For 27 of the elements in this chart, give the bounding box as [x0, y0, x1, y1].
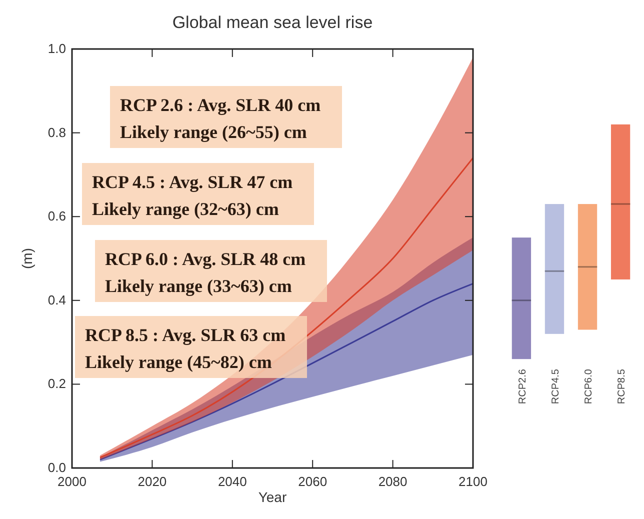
x-tick-label: 2080: [378, 474, 408, 489]
x-tick-label: 2100: [458, 474, 488, 489]
x-tick-label: RCP2.6: [517, 368, 528, 404]
x-tick-label: 2060: [298, 474, 328, 489]
annotation: Likely range (26~55) cm: [120, 122, 307, 142]
x-tick-label: 2040: [218, 474, 247, 489]
x-tick-label: RCP8.5: [616, 368, 628, 404]
annotation: Likely range (33~63) cm: [105, 276, 292, 296]
y-axis-title: (m): [19, 248, 35, 269]
y-tick-label: 0.8: [48, 124, 66, 140]
y-tick-label: 0.4: [48, 292, 66, 308]
chart-title: Global mean sea level rise: [172, 13, 373, 32]
y-tick-label: 0.0: [48, 460, 66, 475]
y-tick-label: 1.0: [48, 41, 66, 56]
annotation: RCP 8.5 : Avg. SLR 63 cm: [85, 325, 286, 345]
x-axis-title: Year: [258, 489, 287, 505]
x-tick-label: RCP6.0: [584, 368, 595, 404]
x-tick-label: 2000: [58, 474, 86, 489]
annotation: RCP 2.6 : Avg. SLR 40 cm: [120, 95, 321, 115]
annotation: RCP 6.0 : Avg. SLR 48 cm: [105, 249, 306, 269]
x-tick-label: 2020: [138, 474, 167, 489]
annotation: Likely range (32~63) cm: [92, 199, 279, 219]
annotation: RCP 4.5 : Avg. SLR 47 cm: [92, 172, 293, 192]
y-tick-label: 0.6: [48, 208, 66, 224]
y-tick-label: 0.2: [48, 376, 66, 392]
x-tick-label: RCP4.5: [550, 368, 562, 404]
annotation: Likely range (45~82) cm: [85, 352, 272, 372]
